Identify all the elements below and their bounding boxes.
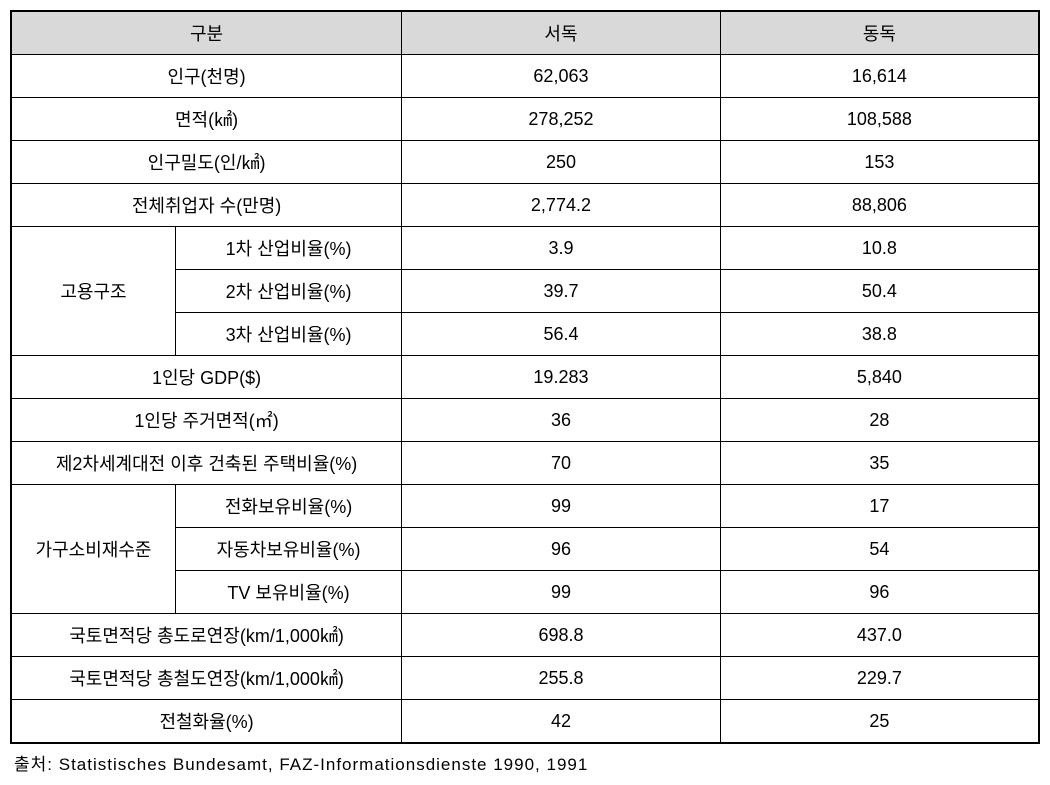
row-gdp: 1인당 GDP($) 19.283 5,840 [11, 356, 1039, 399]
cell-label: 전화보유비율(%) [175, 485, 401, 528]
cell-east: 96 [720, 571, 1039, 614]
cell-west: 19.283 [402, 356, 721, 399]
cell-label: 자동차보유비율(%) [175, 528, 401, 571]
header-east: 동독 [720, 11, 1039, 55]
cell-east: 88,806 [720, 184, 1039, 227]
cell-label: 1인당 주거면적(㎡) [11, 399, 402, 442]
row-electrification: 전철화율(%) 42 25 [11, 700, 1039, 744]
comparison-table: 구분 서독 동독 인구(천명) 62,063 16,614 면적(㎢) 278,… [10, 10, 1040, 744]
cell-label: 제2차세계대전 이후 건축된 주택비율(%) [11, 442, 402, 485]
cell-west: 698.8 [402, 614, 721, 657]
cell-label: 국토면적당 총철도연장(km/1,000㎢) [11, 657, 402, 700]
row-emp-primary: 고용구조 1차 산업비율(%) 3.9 10.8 [11, 227, 1039, 270]
cell-east: 437.0 [720, 614, 1039, 657]
cell-west: 62,063 [402, 55, 721, 98]
cell-east: 38.8 [720, 313, 1039, 356]
cell-west: 99 [402, 571, 721, 614]
header-category: 구분 [11, 11, 402, 55]
cell-label: 3차 산업비율(%) [175, 313, 401, 356]
cell-west: 2,774.2 [402, 184, 721, 227]
cell-west: 70 [402, 442, 721, 485]
cell-west: 250 [402, 141, 721, 184]
row-housing-postwar: 제2차세계대전 이후 건축된 주택비율(%) 70 35 [11, 442, 1039, 485]
row-phone: 가구소비재수준 전화보유비율(%) 99 17 [11, 485, 1039, 528]
cell-label: 1인당 GDP($) [11, 356, 402, 399]
cell-west: 36 [402, 399, 721, 442]
source-citation: 출처: Statistisches Bundesamt, FAZ-Informa… [10, 750, 1040, 775]
cell-east: 229.7 [720, 657, 1039, 700]
cell-east: 17 [720, 485, 1039, 528]
cell-west: 39.7 [402, 270, 721, 313]
cell-west: 255.8 [402, 657, 721, 700]
cell-label: 국토면적당 총도로연장(km/1,000㎢) [11, 614, 402, 657]
row-employed: 전체취업자 수(만명) 2,774.2 88,806 [11, 184, 1039, 227]
row-road-length: 국토면적당 총도로연장(km/1,000㎢) 698.8 437.0 [11, 614, 1039, 657]
cell-label: 인구(천명) [11, 55, 402, 98]
group-employment-structure: 고용구조 [11, 227, 175, 356]
header-west: 서독 [402, 11, 721, 55]
row-area: 면적(㎢) 278,252 108,588 [11, 98, 1039, 141]
cell-east: 16,614 [720, 55, 1039, 98]
cell-west: 96 [402, 528, 721, 571]
cell-label: 인구밀도(인/㎢) [11, 141, 402, 184]
cell-label: TV 보유비율(%) [175, 571, 401, 614]
row-living-area: 1인당 주거면적(㎡) 36 28 [11, 399, 1039, 442]
cell-label: 2차 산업비율(%) [175, 270, 401, 313]
cell-west: 3.9 [402, 227, 721, 270]
cell-east: 50.4 [720, 270, 1039, 313]
cell-label: 면적(㎢) [11, 98, 402, 141]
cell-label: 전체취업자 수(만명) [11, 184, 402, 227]
row-rail-length: 국토면적당 총철도연장(km/1,000㎢) 255.8 229.7 [11, 657, 1039, 700]
header-row: 구분 서독 동독 [11, 11, 1039, 55]
group-consumer-goods: 가구소비재수준 [11, 485, 175, 614]
cell-east: 54 [720, 528, 1039, 571]
row-population: 인구(천명) 62,063 16,614 [11, 55, 1039, 98]
cell-east: 10.8 [720, 227, 1039, 270]
cell-west: 56.4 [402, 313, 721, 356]
cell-west: 42 [402, 700, 721, 744]
cell-label: 전철화율(%) [11, 700, 402, 744]
cell-east: 28 [720, 399, 1039, 442]
cell-east: 153 [720, 141, 1039, 184]
cell-east: 5,840 [720, 356, 1039, 399]
row-density: 인구밀도(인/㎢) 250 153 [11, 141, 1039, 184]
cell-east: 108,588 [720, 98, 1039, 141]
cell-east: 35 [720, 442, 1039, 485]
cell-west: 278,252 [402, 98, 721, 141]
cell-west: 99 [402, 485, 721, 528]
cell-label: 1차 산업비율(%) [175, 227, 401, 270]
cell-east: 25 [720, 700, 1039, 744]
